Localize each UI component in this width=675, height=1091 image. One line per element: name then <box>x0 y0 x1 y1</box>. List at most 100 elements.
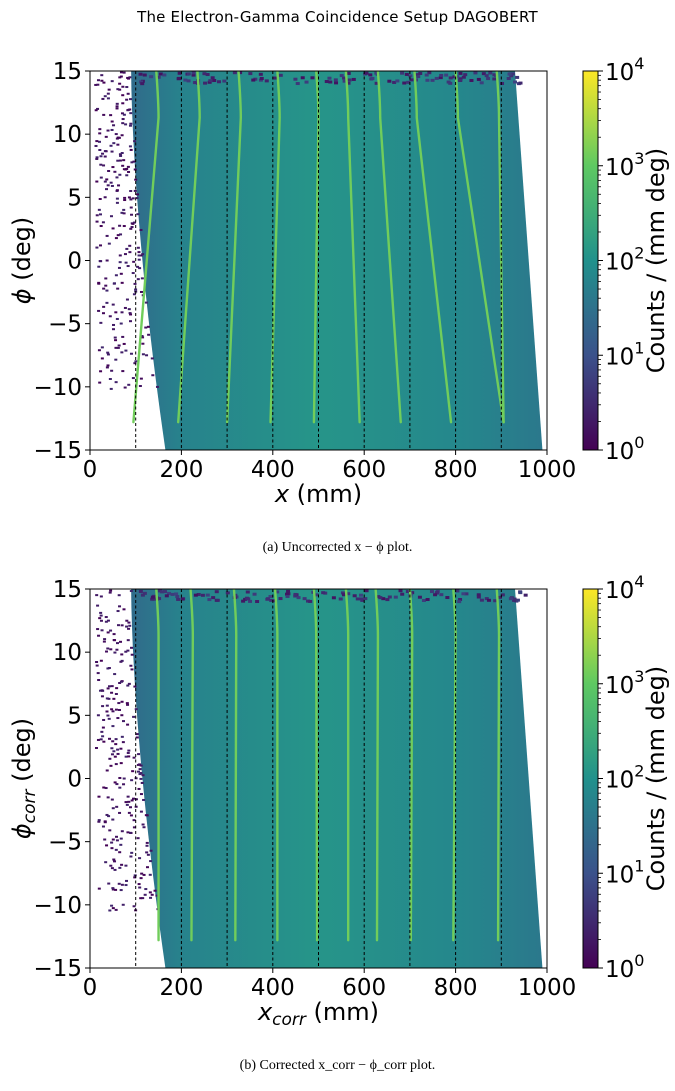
sparse-bin <box>127 755 131 758</box>
sparse-bin <box>95 664 99 667</box>
sparse-bin <box>314 593 319 597</box>
sparse-bin <box>134 288 138 291</box>
sparse-bin <box>101 726 105 729</box>
sparse-bin <box>140 781 144 784</box>
sparse-bin <box>202 72 207 76</box>
sparse-bin <box>177 71 182 75</box>
sparse-bin <box>215 598 220 602</box>
sparse-bin <box>160 590 165 594</box>
sparse-bin <box>95 220 99 223</box>
sparse-bin <box>278 73 283 77</box>
y-tick-label: −5 <box>48 312 82 338</box>
sparse-bin <box>323 591 328 595</box>
sparse-bin <box>338 597 343 601</box>
sparse-bin <box>140 872 144 875</box>
sparse-bin <box>119 272 123 275</box>
sparse-bin <box>140 335 144 338</box>
x-axis-label: xcorr (mm) <box>257 998 379 1030</box>
sparse-bin <box>94 144 98 147</box>
sparse-bin <box>123 306 127 309</box>
sparse-bin <box>106 92 110 95</box>
y-tick-label: 10 <box>53 640 82 666</box>
sparse-bin <box>340 591 345 595</box>
sparse-bin <box>115 197 119 200</box>
sparse-bin <box>127 682 131 685</box>
sparse-bin <box>110 708 114 711</box>
sparse-bin <box>400 71 405 75</box>
sparse-bin <box>126 723 130 726</box>
sparse-bin <box>457 600 462 604</box>
sparse-bin <box>141 353 145 356</box>
sparse-bin <box>126 92 130 95</box>
sparse-bin <box>121 94 125 97</box>
sparse-bin <box>258 78 263 82</box>
sparse-bin <box>102 287 106 290</box>
sparse-bin <box>128 145 132 148</box>
sparse-bin <box>133 282 137 285</box>
sparse-bin <box>156 75 161 79</box>
sparse-bin <box>122 208 126 211</box>
colorbar-tick-label: 103 <box>605 667 644 699</box>
sparse-bin <box>118 88 122 91</box>
sparse-bin <box>268 595 273 599</box>
sparse-bin <box>113 170 117 173</box>
sparse-bin <box>145 841 149 844</box>
sparse-bin <box>99 370 103 373</box>
sparse-bin <box>153 889 157 892</box>
ridge-line <box>132 71 160 424</box>
sparse-bin <box>200 593 205 597</box>
sparse-bin <box>111 740 115 743</box>
sparse-bin <box>118 811 122 814</box>
y-tick-label: −10 <box>33 375 82 401</box>
sparse-bin <box>114 358 118 361</box>
sparse-bin <box>119 71 123 74</box>
sparse-bin <box>509 74 514 78</box>
sparse-bin <box>102 740 106 743</box>
sparse-bin <box>94 109 98 112</box>
sparse-bin <box>116 346 120 349</box>
sparse-bin <box>127 170 131 173</box>
sparse-bin <box>395 79 400 83</box>
sparse-bin <box>155 385 159 388</box>
sparse-bin <box>364 589 369 593</box>
sparse-bin <box>115 805 119 808</box>
colorbar-tick-label: 100 <box>605 951 644 983</box>
sparse-bin <box>129 831 133 834</box>
x-tick-label: 600 <box>342 975 386 1001</box>
sparse-bin <box>120 714 124 717</box>
sparse-bin <box>129 190 133 193</box>
sparse-bin <box>114 311 118 314</box>
sparse-bin <box>121 85 125 88</box>
sparse-bin <box>128 124 132 127</box>
x-tick-label: 800 <box>434 975 478 1001</box>
sparse-bin <box>129 313 133 316</box>
y-tick-label: 15 <box>53 577 82 603</box>
sparse-bin <box>100 79 104 82</box>
sparse-bin <box>118 786 122 789</box>
sparse-bin <box>458 71 463 75</box>
sparse-bin <box>104 620 108 623</box>
sparse-bin <box>212 79 217 83</box>
sparse-bin <box>126 265 130 268</box>
sparse-bin <box>106 353 110 356</box>
sparse-bin <box>515 598 520 602</box>
sparse-bin <box>164 594 169 598</box>
sparse-bin <box>125 298 129 301</box>
sparse-bin <box>127 800 131 803</box>
sparse-bin <box>136 193 140 196</box>
sparse-bin <box>138 773 142 776</box>
ridge-line <box>374 589 380 942</box>
sparse-bin <box>97 634 101 637</box>
sparse-bin <box>118 82 122 85</box>
sparse-bin <box>205 593 210 597</box>
sparse-bin <box>118 261 122 264</box>
sparse-bin <box>114 346 118 349</box>
y-tick-label: 5 <box>67 185 82 211</box>
sparse-bin <box>122 777 126 780</box>
colorbar-tick-label: 103 <box>605 149 644 181</box>
sparse-bin <box>148 873 152 876</box>
sparse-bin <box>186 79 191 83</box>
sparse-bin <box>125 167 129 170</box>
sparse-bin <box>211 596 216 600</box>
sparse-bin <box>110 128 114 131</box>
